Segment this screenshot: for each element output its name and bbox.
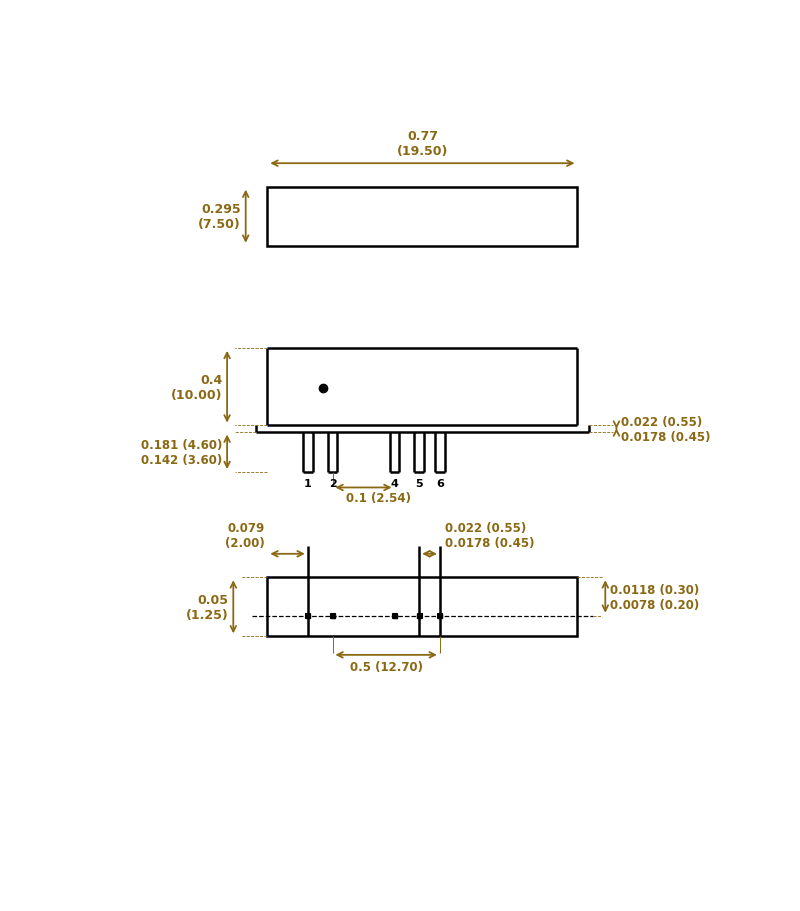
Text: 1: 1 (304, 478, 311, 488)
Text: 0.05
(1.25): 0.05 (1.25) (186, 593, 228, 621)
Bar (267, 188, 578, 246)
Text: 0.181 (4.60)
0.142 (3.60): 0.181 (4.60) 0.142 (3.60) (141, 438, 222, 466)
Text: 0.4
(10.00): 0.4 (10.00) (170, 374, 222, 401)
Text: 0.295
(7.50): 0.295 (7.50) (198, 203, 241, 231)
Text: 6: 6 (436, 478, 444, 488)
Bar (392, 613, 397, 619)
Text: 5: 5 (415, 478, 423, 488)
Bar (330, 613, 335, 619)
Text: 4: 4 (390, 478, 398, 488)
Text: 0.0118 (0.30)
0.0078 (0.20): 0.0118 (0.30) 0.0078 (0.20) (610, 583, 699, 611)
Text: 0.079
(2.00): 0.079 (2.00) (225, 521, 264, 549)
Text: 2: 2 (329, 478, 336, 488)
Text: 0.5 (12.70): 0.5 (12.70) (350, 660, 422, 673)
Bar (267, 578, 578, 637)
Text: 0.022 (0.55)
0.0178 (0.45): 0.022 (0.55) 0.0178 (0.45) (622, 415, 711, 443)
Text: 0.1 (2.54): 0.1 (2.54) (346, 492, 411, 505)
Bar (306, 613, 310, 619)
Bar (438, 613, 442, 619)
Text: 0.77
(19.50): 0.77 (19.50) (397, 130, 448, 158)
Bar (417, 613, 422, 619)
Text: 0.022 (0.55)
0.0178 (0.45): 0.022 (0.55) 0.0178 (0.45) (445, 521, 534, 549)
